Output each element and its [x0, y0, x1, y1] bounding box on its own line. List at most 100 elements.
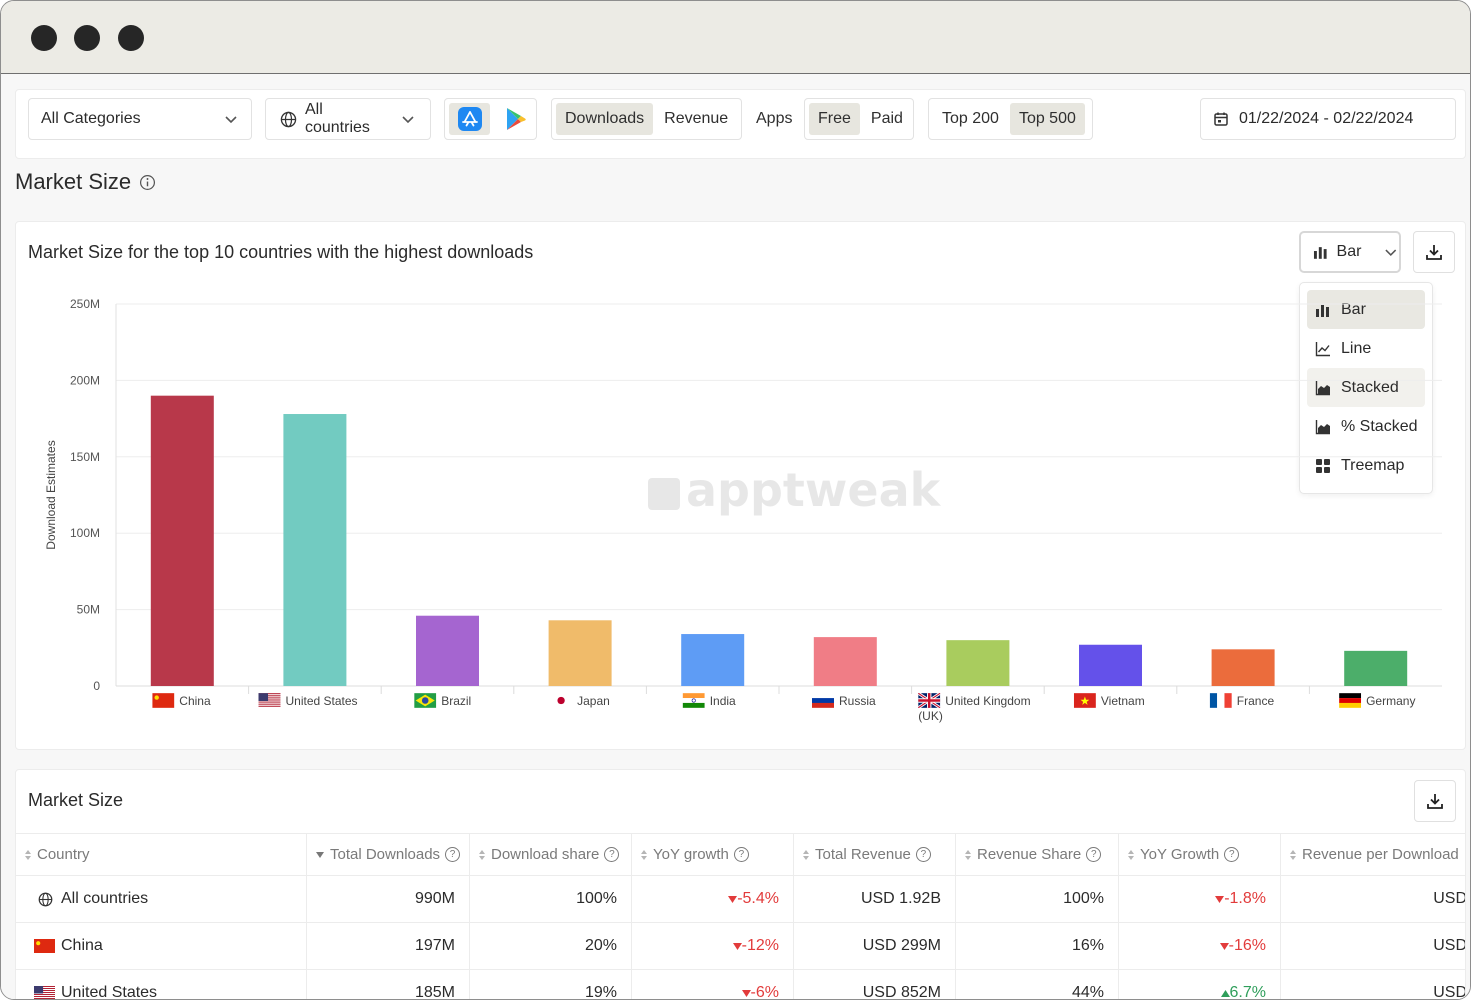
chart-type-select[interactable]: Bar	[1299, 231, 1401, 273]
cell-downloads: 990M	[307, 876, 470, 922]
cell-rev-share: 16%	[956, 923, 1119, 969]
chart-type-option-percent-stacked[interactable]: % Stacked	[1307, 407, 1425, 446]
column-header-total-revenue[interactable]: Total Revenue ?	[794, 834, 956, 875]
x-tick-label-continued: (UK)	[918, 709, 943, 723]
china-flag-icon	[152, 693, 175, 708]
cell-rev-yoy: -1.8%	[1119, 876, 1281, 922]
cell-country: United States	[16, 970, 307, 999]
bar-russia	[813, 637, 877, 686]
column-header-country[interactable]: Country	[16, 834, 307, 875]
cell-value: USD 1.92B	[860, 890, 941, 907]
help-icon[interactable]: ?	[604, 847, 620, 862]
x-tick-label: Japan	[577, 694, 610, 708]
sort-icon	[1128, 849, 1134, 860]
cell-value: 100%	[1063, 890, 1104, 907]
filter-toolbar: All Categories All countries Downloads R…	[15, 89, 1466, 159]
help-icon[interactable]: ?	[1224, 847, 1240, 862]
cell-value: 100%	[576, 890, 617, 907]
maximize-window-button[interactable]	[118, 25, 144, 51]
chart-type-option-line[interactable]: Line	[1307, 329, 1425, 368]
help-icon[interactable]: ?	[1086, 847, 1102, 862]
minimize-window-button[interactable]	[74, 25, 100, 51]
column-header-revenue-yoy-growth[interactable]: YoY Growth ?	[1119, 834, 1281, 875]
chart-card-title: Market Size for the top 10 countries wit…	[28, 242, 534, 262]
tab-paid[interactable]: Paid	[870, 110, 903, 127]
bar-brazil	[416, 615, 479, 686]
sort-icon	[803, 849, 809, 860]
column-header-label: YoY growth	[653, 846, 729, 863]
column-header-download-share[interactable]: Download share ?	[470, 834, 632, 875]
chart-download-button[interactable]	[1413, 231, 1455, 273]
sort-descending-icon	[316, 851, 324, 858]
help-icon[interactable]: ?	[733, 847, 749, 862]
table-row[interactable]: All countries 990M 100% -5.4% USD 1.92B 100% -…	[16, 875, 1465, 922]
x-tick-label: China	[179, 694, 211, 708]
chart-type-option-bar[interactable]: Bar	[1307, 290, 1425, 329]
chart-type-menu: Bar Line Stacked % Stacked Treemap	[1299, 282, 1433, 494]
date-range-picker[interactable]: 01/22/2024 - 02/22/2024	[1200, 98, 1456, 140]
info-icon[interactable]	[139, 174, 156, 191]
growth-value: -6%	[750, 984, 779, 1000]
cell-revenue: USD 1.92B	[794, 876, 956, 922]
cell-dl-share: 20%	[470, 923, 632, 969]
store-toggle	[444, 98, 537, 140]
close-window-button[interactable]	[31, 25, 57, 51]
column-header-label: Revenue per Download	[1302, 846, 1459, 863]
sort-icon	[25, 849, 31, 860]
table-card: Market Size Country Total Downloads ? Do…	[15, 769, 1466, 1000]
table-row[interactable]: United States 185M 19% -6% USD 852M 44% 6.7% US…	[16, 969, 1465, 1000]
x-tick-label: Vietnam	[1101, 694, 1145, 708]
chart-type-option-treemap[interactable]: Treemap	[1307, 446, 1425, 485]
google-play-toggle[interactable]	[500, 103, 532, 135]
tab-free[interactable]: Free	[809, 103, 860, 135]
tab-revenue[interactable]: Revenue	[664, 110, 729, 127]
tab-downloads[interactable]: Downloads	[556, 103, 654, 135]
download-icon	[1426, 245, 1442, 260]
chevron-down-icon	[1385, 249, 1397, 257]
arrow-down-icon	[1215, 896, 1225, 903]
y-tick-label: 200M	[70, 373, 100, 387]
x-tick-label: India	[710, 694, 736, 708]
column-header-revenue-per-download[interactable]: Revenue per Download	[1281, 834, 1465, 875]
india-flag-icon	[682, 693, 705, 708]
column-header-yoy-growth[interactable]: YoY growth ?	[632, 834, 794, 875]
page-title-text: Market Size	[15, 169, 132, 194]
growth-value: -16%	[1228, 937, 1266, 954]
chart-type-option-label: Line	[1341, 339, 1372, 357]
watermark: apptweak	[648, 463, 942, 517]
cell-dl-share: 19%	[470, 970, 632, 999]
cell-downloads: 197M	[307, 923, 470, 969]
table-download-button[interactable]	[1414, 780, 1456, 822]
cell-yoy: -5.4%	[632, 876, 794, 922]
chart-card: Market Size for the top 10 countries wit…	[15, 221, 1466, 750]
y-tick-label: 100M	[70, 526, 100, 540]
date-range-value: 01/22/2024 - 02/22/2024	[1239, 110, 1414, 127]
cell-value: USD 299M	[862, 937, 941, 954]
page-title: Market Size	[15, 169, 156, 195]
x-tick-label: United States	[286, 694, 358, 708]
cell-rpd: USD	[1281, 923, 1465, 969]
cell-rpd: USD	[1281, 970, 1465, 999]
help-icon[interactable]: ?	[915, 847, 931, 862]
cell-value: 16%	[1071, 937, 1104, 954]
arrow-down-icon	[732, 943, 742, 950]
column-header-label: Total Downloads	[330, 846, 441, 863]
table-row[interactable]: China 197M 20% -12% USD 299M 16% -16% USD	[16, 922, 1465, 969]
category-select[interactable]: All Categories	[28, 98, 252, 140]
column-header-total-downloads[interactable]: Total Downloads ?	[307, 834, 470, 875]
cell-revenue: USD 852M	[794, 970, 956, 999]
bar-france	[1211, 649, 1275, 686]
tab-top-200[interactable]: Top 200	[942, 110, 999, 127]
top-chart-tabs: Top 200 Top 500	[928, 98, 1093, 140]
x-tick-label: Germany	[1366, 694, 1415, 708]
growth-value: -1.8%	[1224, 890, 1266, 907]
app-store-toggle[interactable]	[449, 103, 491, 135]
tab-top-500[interactable]: Top 500	[1009, 103, 1085, 135]
country-select[interactable]: All countries	[265, 98, 431, 140]
treemap-icon	[1316, 458, 1330, 473]
chart-type-option-stacked[interactable]: Stacked	[1307, 368, 1425, 407]
help-icon[interactable]: ?	[445, 847, 461, 862]
growth-value: -5.4%	[737, 890, 779, 907]
column-header-revenue-share[interactable]: Revenue Share ?	[956, 834, 1119, 875]
cell-value: 197M	[414, 937, 455, 954]
